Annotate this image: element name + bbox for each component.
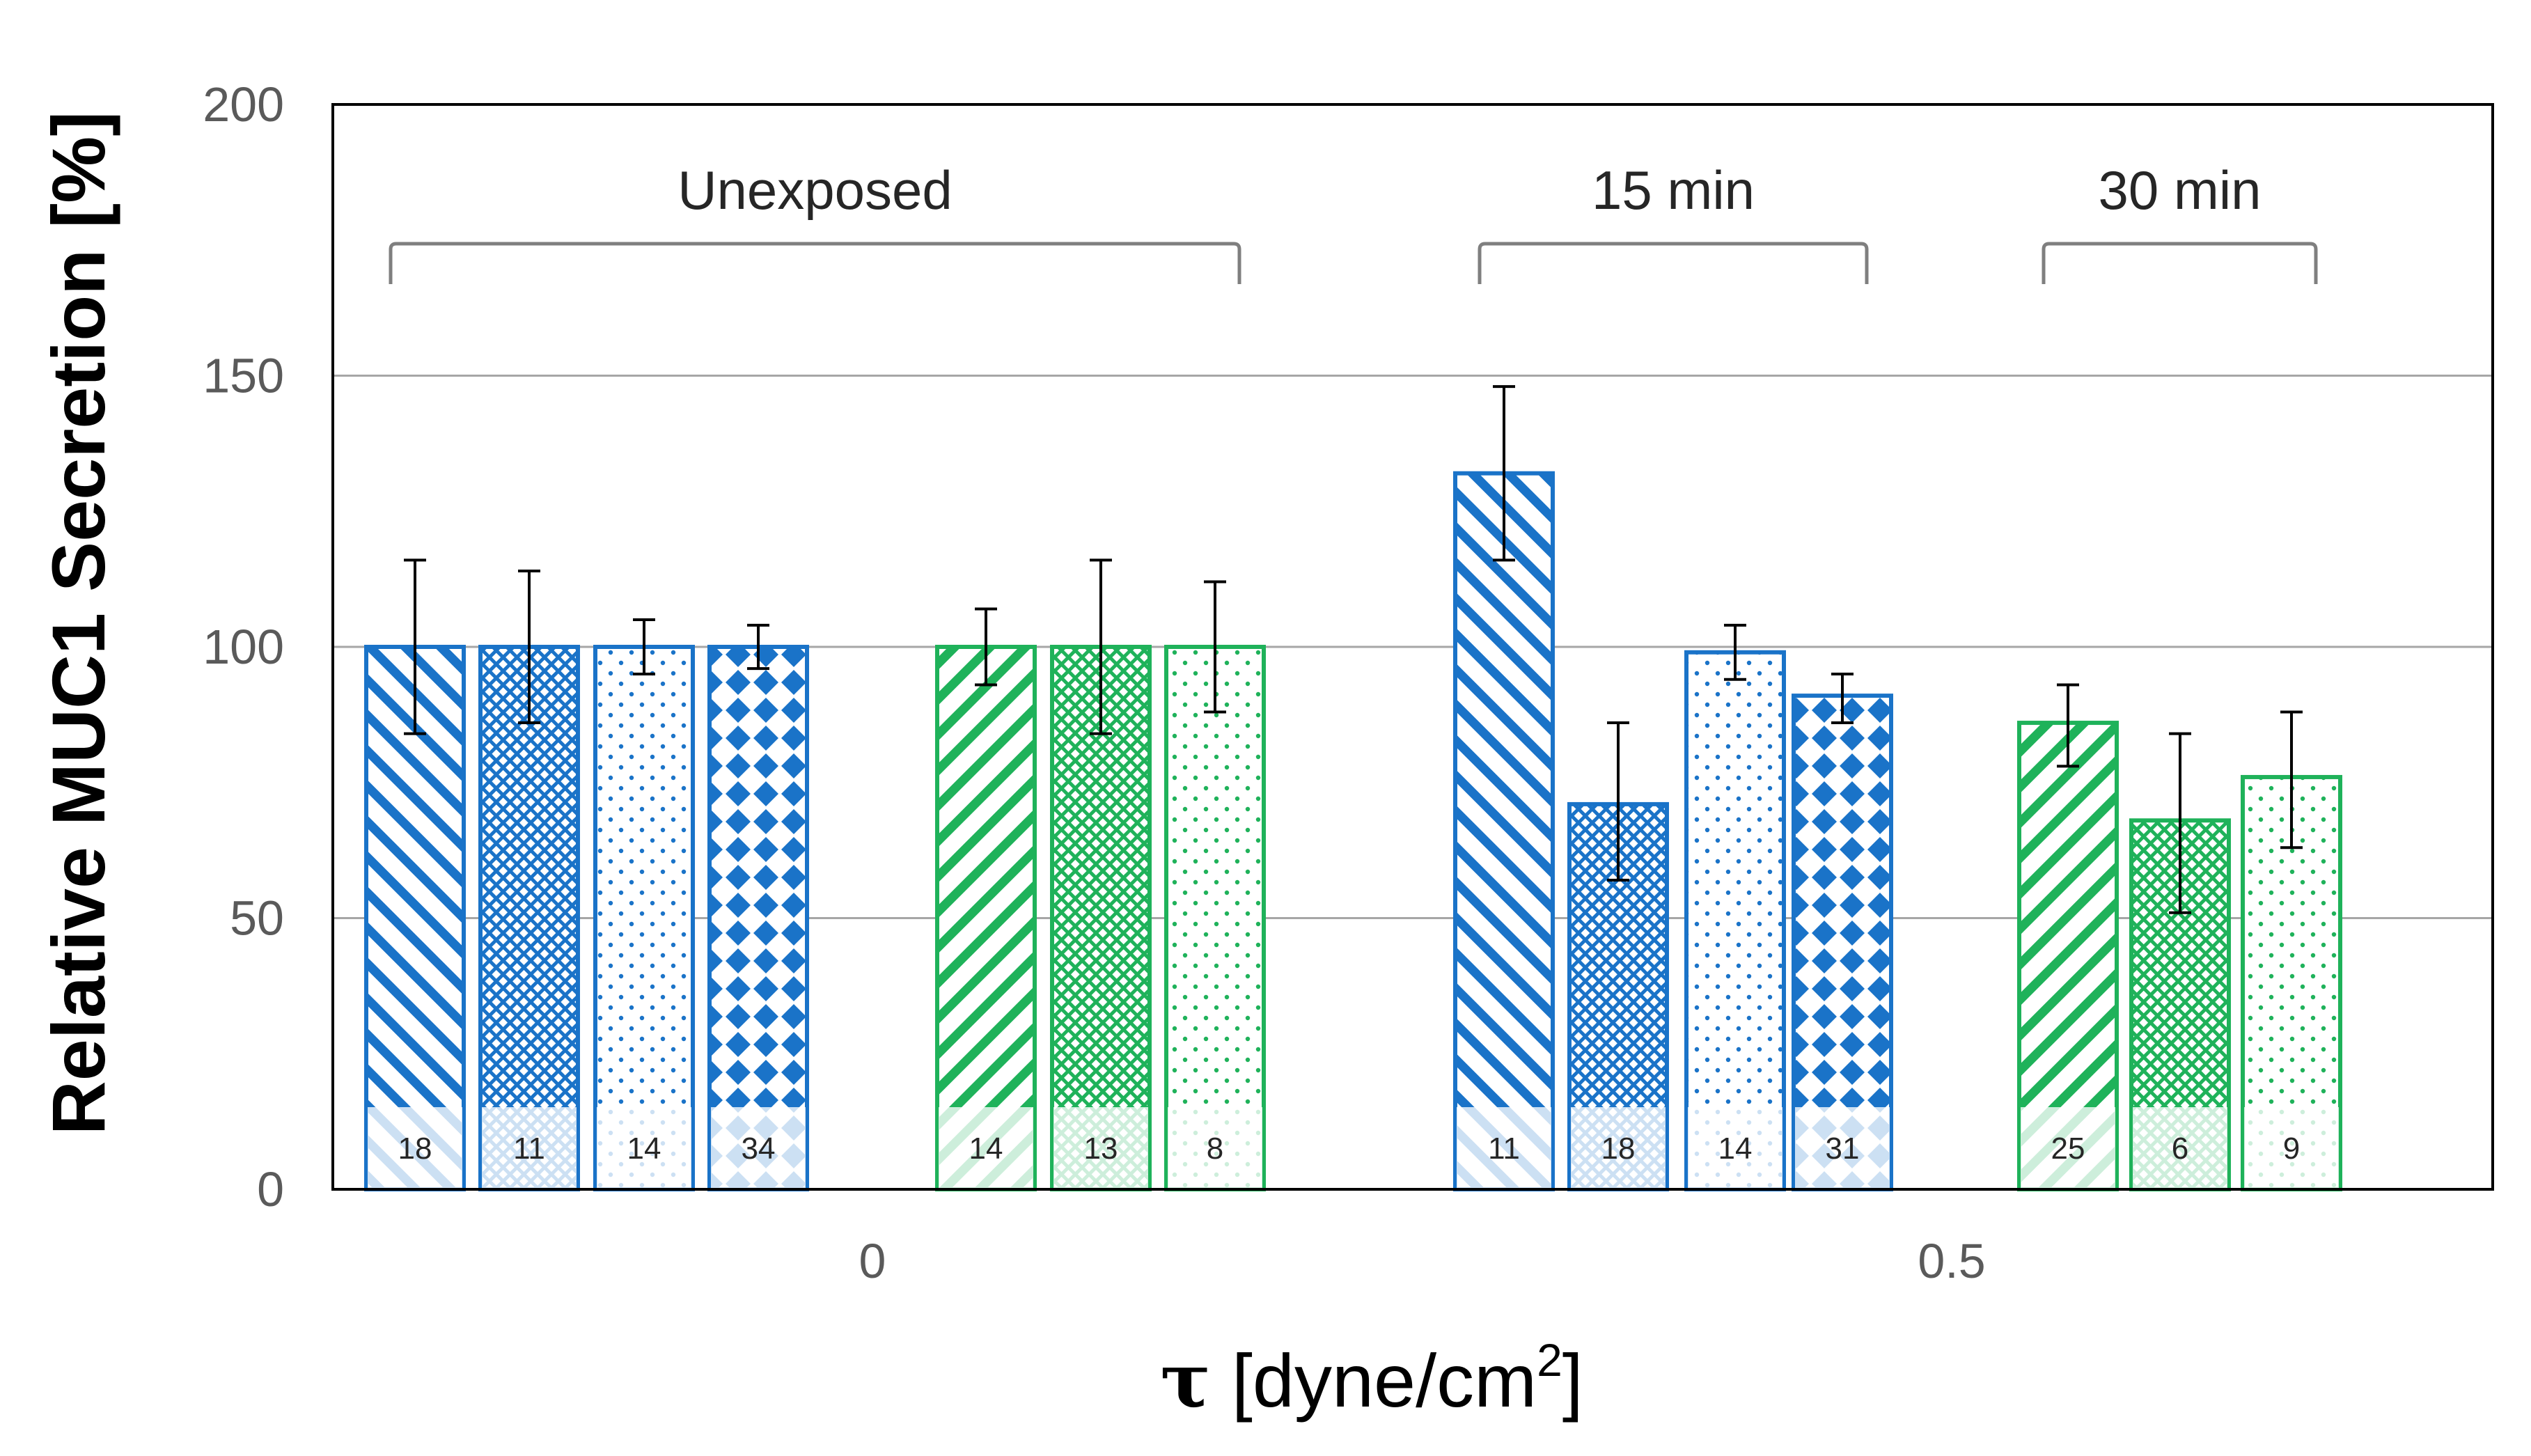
error-bar	[2280, 710, 2303, 850]
error-bars	[404, 385, 2303, 914]
sample-size-band	[1053, 1107, 1148, 1188]
x-axis-label-unit: [dyne/cm	[1232, 1338, 1537, 1423]
group-bracket-label: Unexposed	[677, 159, 953, 221]
group-brackets: Unexposed 15 min 30 min	[389, 159, 2318, 284]
error-bar	[747, 623, 769, 671]
x-category-label: 0	[859, 1234, 886, 1288]
sample-size-label: 6	[2172, 1132, 2188, 1166]
group-bracket-label: 30 min	[2098, 159, 2261, 221]
error-bar	[1204, 580, 1226, 714]
sample-size-band	[2133, 1107, 2227, 1188]
group-bracket: 30 min	[2042, 159, 2318, 284]
sample-size-band	[2244, 1107, 2339, 1188]
sample-size-band	[1457, 1107, 1551, 1188]
bar	[593, 645, 695, 1191]
bars	[364, 471, 2342, 1192]
bar	[1684, 650, 1786, 1191]
sample-size-label: 9	[2283, 1132, 2300, 1166]
group-bracket-label: 15 min	[1592, 159, 1755, 221]
error-bar	[2169, 732, 2191, 914]
plot-frame	[331, 103, 2494, 1191]
error-bar	[404, 558, 426, 735]
group-bracket: 15 min	[1478, 159, 1869, 284]
sample-size-label: 18	[398, 1132, 432, 1166]
bar	[1164, 645, 1266, 1191]
sample-size-label: 18	[1601, 1132, 1636, 1166]
sample-size-band	[2021, 1107, 2115, 1188]
x-axis-label-close: ]	[1562, 1338, 1583, 1423]
y-tick-label: 150	[203, 349, 284, 403]
sample-size-band	[1688, 1107, 1782, 1188]
sample-size-labels: 18 11 14 34 14 13 8 11 18 14 31 25 6 9	[368, 1107, 2339, 1188]
sample-size-label: 14	[969, 1132, 1003, 1166]
sample-size-label: 14	[627, 1132, 661, 1166]
error-bar	[1493, 385, 1515, 562]
y-tick-label: 50	[230, 891, 284, 946]
bar	[364, 645, 466, 1191]
error-bar	[1090, 558, 1112, 735]
sample-size-label: 11	[513, 1132, 545, 1166]
x-axis-label-symbol: τ	[1160, 1337, 1211, 1425]
sample-size-band	[939, 1107, 1033, 1188]
error-bar	[1831, 672, 1854, 725]
y-axis-label: Relative MUC1 Secretion [%]	[36, 111, 120, 1135]
error-bar	[518, 569, 540, 725]
sample-size-label: 31	[1826, 1132, 1860, 1166]
x-category-label: 0.5	[1918, 1234, 1985, 1288]
sample-size-band	[711, 1107, 806, 1188]
sample-size-label: 14	[1718, 1132, 1753, 1166]
x-axis-label: τ [dyne/cm2]	[1160, 1334, 1583, 1425]
y-tick-label: 200	[203, 77, 284, 132]
sample-size-band	[1571, 1107, 1666, 1188]
sample-size-band	[482, 1107, 577, 1188]
sample-size-band	[597, 1107, 691, 1188]
y-tick-label: 0	[257, 1162, 284, 1216]
error-bar	[633, 618, 655, 675]
x-category-labels: 0 0.5	[859, 1234, 1986, 1288]
error-bar	[2057, 683, 2079, 768]
sample-size-label: 11	[1488, 1132, 1520, 1166]
y-tick-labels: 0 50 100 150 200	[203, 77, 284, 1216]
sample-size-band	[368, 1107, 462, 1188]
sample-size-label: 25	[2051, 1132, 2085, 1166]
x-axis-label-superscript: 2	[1537, 1334, 1562, 1386]
sample-size-label: 8	[1207, 1132, 1223, 1166]
sample-size-band	[1795, 1107, 1890, 1188]
bar	[1453, 471, 1555, 1191]
error-bar	[1607, 721, 1629, 882]
sample-size-label: 13	[1084, 1132, 1118, 1166]
group-bracket: Unexposed	[389, 159, 1241, 284]
sample-size-label: 34	[742, 1132, 776, 1166]
error-bar	[1724, 623, 1746, 681]
error-bar	[975, 607, 997, 687]
y-tick-label: 100	[203, 620, 284, 674]
sample-size-band	[1168, 1107, 1262, 1188]
